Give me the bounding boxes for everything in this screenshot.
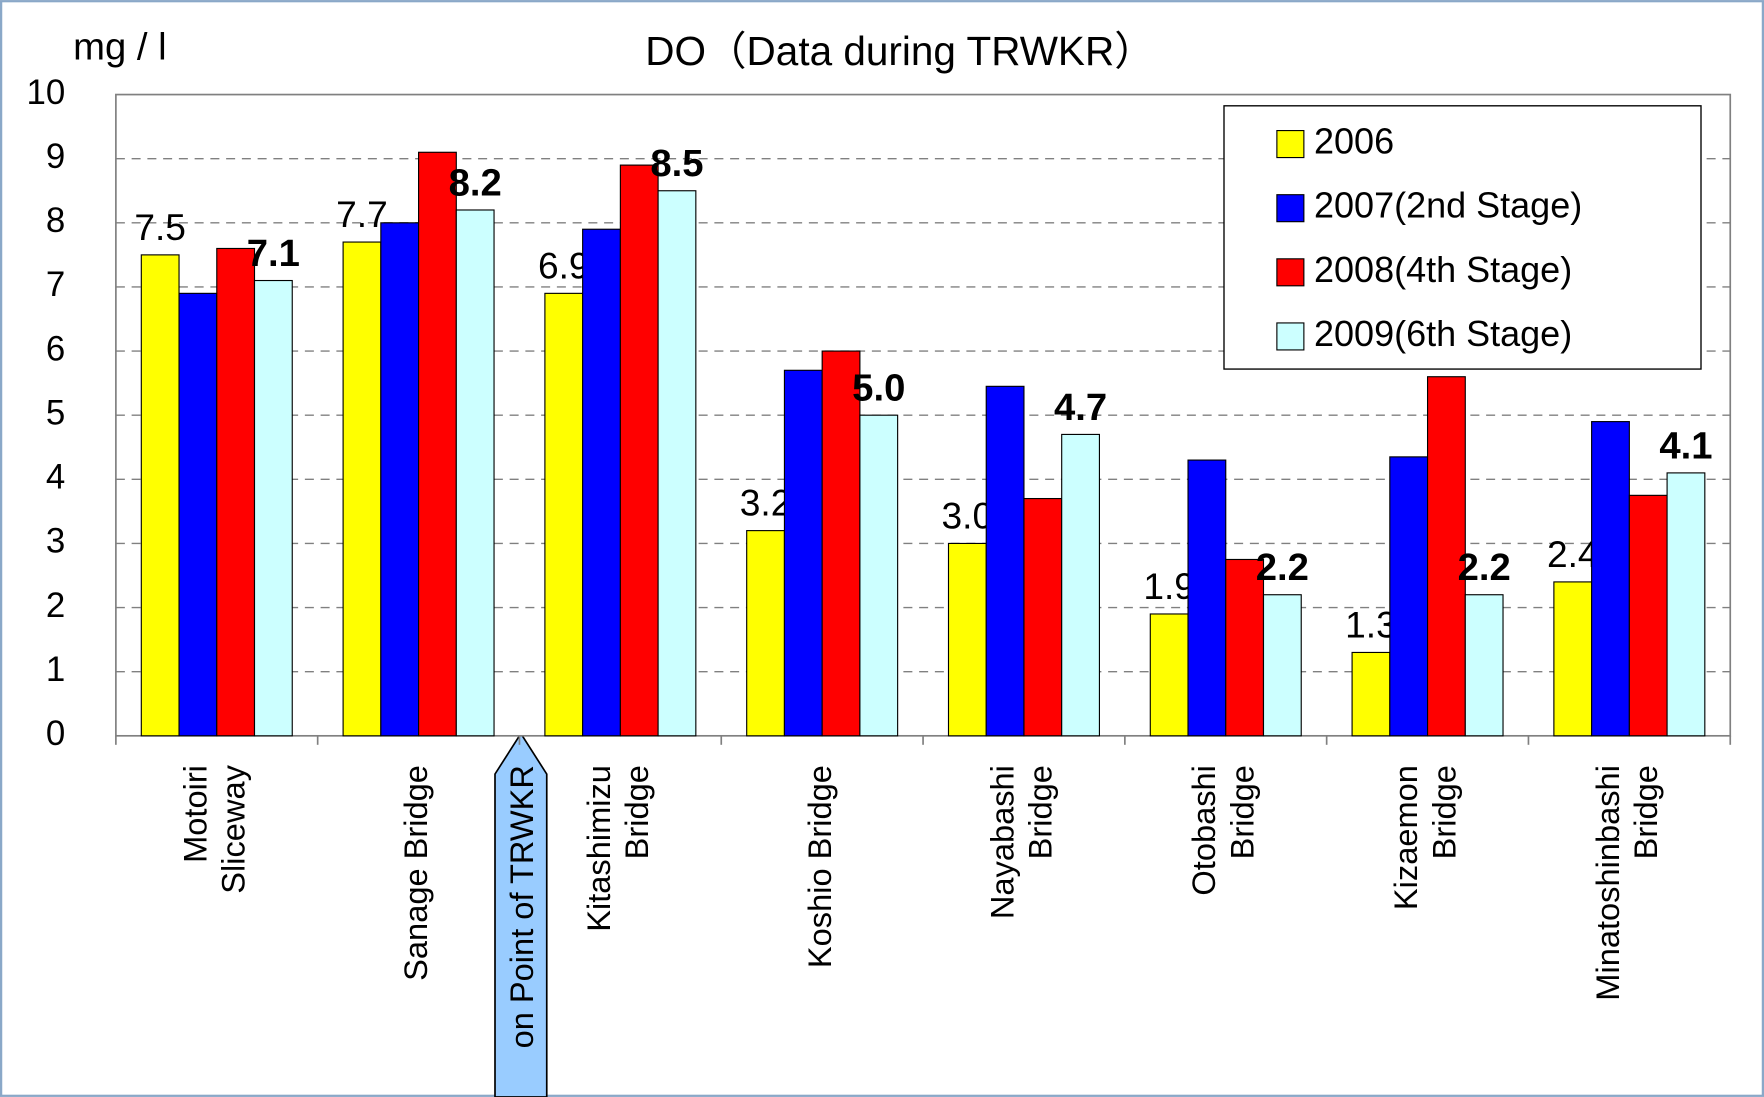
bar: [140, 254, 180, 737]
bar: [1389, 456, 1429, 737]
legend-label: 2008(4th Stage): [1314, 249, 1572, 290]
legend: 2006 2007(2nd Stage) 2008(4th Stage) 2009(6…: [1223, 105, 1702, 370]
bar: [253, 279, 293, 737]
x-tick-label: Motoiri: [176, 765, 213, 863]
x-tick-label: Minatoshinbashi: [1589, 765, 1626, 1001]
bar: [342, 241, 382, 737]
data-label: 7.1: [247, 232, 300, 275]
data-label: 4.7: [1054, 386, 1107, 429]
y-tick-label: 5: [46, 393, 65, 432]
y-tick-label: 8: [46, 201, 65, 240]
legend-label: 2007(2nd Stage): [1314, 185, 1582, 226]
y-tick-label: 0: [46, 714, 65, 753]
y-tick-label: 1: [46, 650, 65, 689]
x-tick-label: Bridge: [1022, 765, 1059, 859]
bar: [380, 222, 420, 737]
x-tick-label: Bridge: [1223, 765, 1260, 859]
bar: [1628, 494, 1668, 737]
y-tick-label: 4: [46, 458, 65, 497]
x-tick-label: Nayabashi: [983, 765, 1020, 919]
legend-swatch: [1276, 258, 1305, 287]
x-tick-label: Bridge: [1627, 765, 1664, 859]
x-tick-label: Kitashimizu: [580, 765, 617, 932]
bar: [178, 292, 218, 737]
legend-label: 2006: [1314, 121, 1394, 162]
y-tick-label: 7: [46, 265, 65, 304]
chart-title: DO（Data during TRWKR）: [645, 28, 1154, 74]
bar: [746, 530, 785, 737]
x-tick-label: Koshio Bridge: [801, 765, 838, 968]
bar: [455, 209, 495, 737]
bar: [544, 292, 584, 737]
data-label: 8.5: [650, 142, 703, 185]
bar: [821, 350, 861, 737]
data-label: 2.2: [1458, 546, 1511, 589]
data-label: 7.5: [134, 206, 186, 248]
bar: [985, 385, 1025, 737]
data-label: 7.7: [336, 193, 388, 235]
bar: [1225, 558, 1265, 737]
bar: [657, 190, 697, 737]
bar: [418, 151, 457, 737]
bar: [216, 247, 256, 737]
data-label: 8.2: [449, 161, 502, 204]
legend-label: 2009(6th Stage): [1314, 313, 1572, 354]
x-tick-label: Sliceway: [215, 764, 252, 893]
bar: [1666, 472, 1706, 737]
y-tick-label: 2: [46, 586, 65, 625]
x-tick-label: Bridge: [618, 765, 655, 859]
bar: [1464, 594, 1504, 737]
bar: [783, 369, 823, 737]
data-label: 2.2: [1256, 546, 1309, 589]
data-label: 3.0: [942, 495, 994, 537]
legend-swatch: [1276, 322, 1305, 351]
y-tick-label: 10: [26, 73, 65, 112]
annotation-arrow: on Point of TRWKR: [494, 731, 548, 1097]
bar: [619, 164, 659, 737]
bar: [582, 228, 621, 737]
bar: [1023, 497, 1063, 737]
bar: [859, 414, 899, 737]
data-label: 6.9: [538, 244, 590, 286]
bar: [1187, 459, 1227, 737]
data-label: 3.2: [740, 482, 792, 524]
data-label: 5.0: [852, 367, 905, 410]
data-label: 4.1: [1659, 424, 1712, 467]
x-tick-label: Bridge: [1425, 765, 1462, 859]
data-label: 1.3: [1345, 604, 1397, 646]
legend-swatch: [1276, 130, 1305, 159]
x-tick-label: Sanage Bridge: [397, 765, 434, 981]
bar: [1262, 594, 1302, 737]
x-tick-label: Kizaemon: [1387, 765, 1424, 910]
data-label: 2.4: [1547, 533, 1599, 575]
y-tick-label: 3: [46, 522, 65, 561]
legend-swatch: [1276, 194, 1305, 223]
data-label: 1.9: [1143, 565, 1195, 607]
y-axis-label: mg / l: [73, 26, 167, 69]
bar: [947, 542, 987, 737]
y-tick-label: 9: [46, 137, 65, 176]
x-tick-label: Otobashi: [1185, 765, 1222, 896]
y-tick-label: 6: [46, 329, 65, 368]
bar: [1351, 651, 1391, 737]
bar: [1061, 433, 1100, 737]
bar: [1553, 581, 1593, 737]
bar: [1426, 376, 1466, 737]
bar: [1591, 421, 1630, 737]
annotation: on Point of TRWKR: [503, 765, 540, 1048]
bar: [1149, 613, 1189, 737]
